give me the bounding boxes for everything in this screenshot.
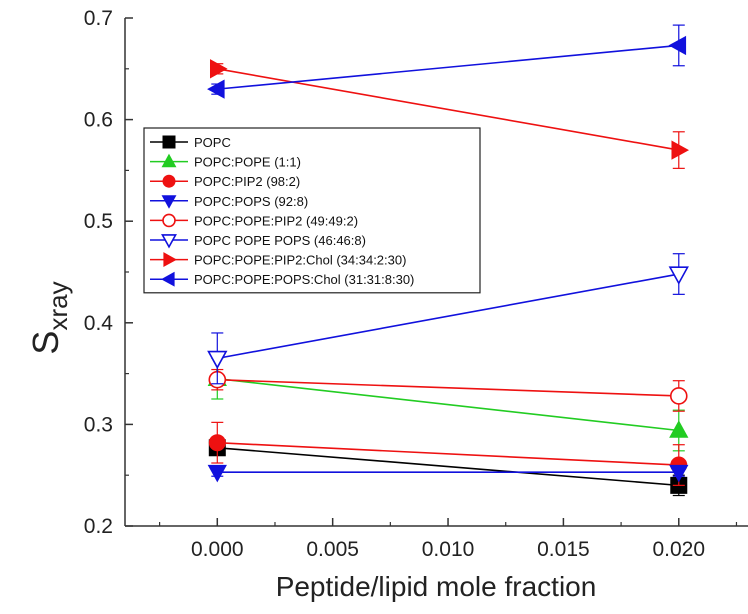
legend-label: POPC:POPE:PIP2 (49:49:2) (194, 213, 358, 228)
svg-text:Sxray: Sxray (25, 281, 73, 354)
series-0 (208, 439, 688, 497)
series-1 (207, 357, 689, 452)
x-axis-title: Peptide/lipid mole fraction (276, 571, 597, 602)
series-line (217, 441, 679, 466)
series-line (217, 44, 679, 90)
x-tick-label: 0.015 (537, 538, 590, 561)
y-tick-label: 0.6 (84, 109, 113, 132)
x-tick-label: 0.020 (652, 538, 705, 561)
legend-label: POPC:POPS (92:8) (194, 194, 308, 209)
x-tick-label: 0.000 (191, 538, 244, 561)
y-tick-label: 0.4 (84, 312, 114, 335)
data-point (669, 464, 689, 483)
legend-label: POPC:POPE:PIP2:Chol (34:34:2:30) (194, 253, 406, 268)
y-tick-label: 0.3 (84, 413, 113, 436)
legend-marker (161, 234, 177, 249)
y-tick-label: 0.5 (84, 210, 113, 233)
legend-marker (161, 153, 177, 168)
x-tick-label: 0.010 (422, 538, 475, 561)
series-2 (208, 421, 688, 486)
series-layer (207, 24, 690, 497)
data-point (668, 35, 687, 56)
y-tick-label: 0.7 (84, 7, 113, 30)
legend-marker (161, 271, 175, 287)
legend-item: POPC:POPE:PIP2:Chol (34:34:2:30) (150, 252, 406, 268)
data-point (209, 59, 228, 79)
legend-marker (163, 252, 177, 268)
data-point (207, 464, 227, 483)
series-line (217, 378, 679, 397)
plot-area: 0.2 0.3 0.4 0.5 0.6 0.7 0.000 0.005 0.010 0.015 0.… (84, 7, 748, 561)
legend-label: POPC POPE POPS (46:46:8) (194, 233, 366, 248)
legend-item: POPC POPE POPS (46:46:8) (150, 233, 366, 249)
legend-item: POPC:POPE:POPS:Chol (31:31:8:30) (150, 271, 414, 287)
legend-marker (162, 135, 176, 149)
data-point (208, 434, 226, 452)
data-point (668, 266, 689, 285)
legend-box (143, 127, 481, 294)
legend-item: POPC:POPE (1:1) (150, 153, 301, 170)
legend-label: POPC:POPE (1:1) (194, 155, 301, 170)
legend-item: POPC (150, 135, 231, 150)
series-line (217, 446, 679, 487)
series-line (217, 273, 679, 360)
data-point (669, 387, 688, 405)
data-point (207, 79, 225, 99)
y-axis-title: Sxray (25, 281, 73, 354)
series-line (217, 377, 679, 432)
data-point (671, 140, 690, 160)
data-point (669, 420, 689, 438)
x-tick-label: 0.005 (306, 538, 359, 561)
legend-marker (162, 213, 176, 228)
series-7 (207, 24, 687, 99)
legend: POPC POPC:POPE (1:1) POPC:PIP2 (98:2) POPC:… (143, 127, 481, 294)
legend-item: POPC:POPS (92:8) (150, 194, 308, 209)
legend-label: POPC:PIP2 (98:2) (194, 174, 300, 189)
legend-item: POPC:PIP2 (98:2) (150, 174, 300, 189)
legend-item: POPC:POPE:PIP2 (49:49:2) (150, 213, 358, 228)
legend-marker (161, 195, 177, 209)
legend-marker (162, 174, 176, 188)
y-tick-label: 0.2 (84, 515, 113, 538)
series-3 (207, 464, 689, 483)
y-axis-title-subscript: xray (43, 281, 73, 330)
series-5 (207, 253, 689, 385)
y-axis-title-main: S (25, 331, 66, 355)
legend-label: POPC (194, 135, 231, 150)
data-point (207, 350, 228, 370)
legend-label: POPC:POPE:POPS:Chol (31:31:8:30) (194, 272, 414, 287)
